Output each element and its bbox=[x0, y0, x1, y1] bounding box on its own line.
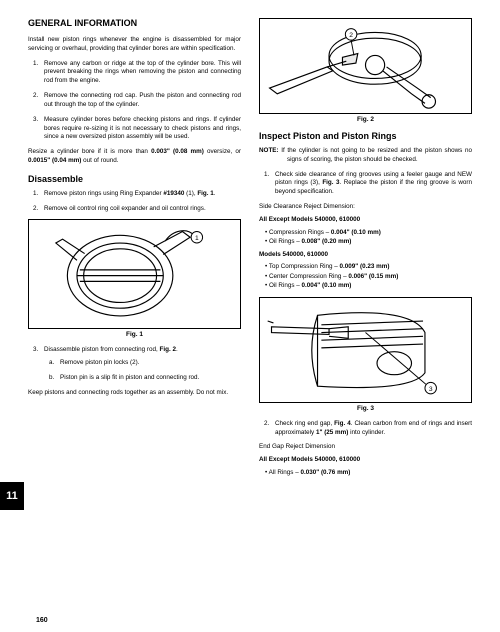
heading-general-info: GENERAL INFORMATION bbox=[28, 18, 241, 28]
figure-2-illustration: 2 bbox=[260, 19, 471, 111]
disassemble-steps: Remove piston rings using Ring Expander … bbox=[28, 190, 241, 214]
general-steps: Remove any carbon or ridge at the top of… bbox=[28, 60, 241, 143]
inspect-steps: Check side clearance of ring grooves usi… bbox=[259, 171, 472, 197]
text: Resize a cylinder bore if it is more tha… bbox=[28, 148, 151, 155]
group-b-title: Models 540000, 610000 bbox=[259, 251, 472, 260]
spec-item: Oil Rings – 0.008" (0.20 mm) bbox=[265, 237, 472, 246]
figure-2: 2 bbox=[259, 18, 472, 114]
text: . bbox=[176, 346, 178, 353]
page-number: 160 bbox=[36, 617, 48, 624]
svg-text:3: 3 bbox=[429, 386, 433, 393]
inspect-steps-cont: Check ring end gap, Fig. 4. Clean carbon… bbox=[259, 420, 472, 438]
list-item: Disassemble piston from connecting rod, … bbox=[40, 346, 241, 382]
keep-note: Keep pistons and connecting rods togethe… bbox=[28, 389, 241, 398]
svg-text:2: 2 bbox=[349, 32, 353, 39]
spec-item: Top Compression Ring – 0.009" (0.23 mm) bbox=[265, 262, 472, 271]
svg-text:1: 1 bbox=[195, 236, 199, 243]
list-item: Check ring end gap, Fig. 4. Clean carbon… bbox=[271, 420, 472, 438]
resize-note: Resize a cylinder bore if it is more tha… bbox=[28, 148, 241, 166]
list-item: Remove piston rings using Ring Expander … bbox=[40, 190, 241, 199]
spec-value: 1" (25 mm) bbox=[316, 429, 348, 436]
list-item: Remove the connecting rod cap. Push the … bbox=[40, 92, 241, 110]
intro-paragraph: Install new piston rings whenever the en… bbox=[28, 36, 241, 54]
note: NOTE: If the cylinder is not going to be… bbox=[259, 147, 472, 165]
text: . bbox=[214, 190, 216, 197]
disassemble-steps-cont: Disassemble piston from connecting rod, … bbox=[28, 346, 241, 382]
text: (1), bbox=[184, 190, 197, 197]
list-item: Measure cylinder bores before checking p… bbox=[40, 116, 241, 142]
list-item: Remove any carbon or ridge at the top of… bbox=[40, 60, 241, 86]
heading-disassemble: Disassemble bbox=[28, 174, 241, 184]
text: out of round. bbox=[81, 157, 118, 164]
text: Disassemble piston from connecting rod, bbox=[44, 346, 160, 353]
note-body: If the cylinder is not going to be resiz… bbox=[279, 147, 472, 163]
side-clearance-label: Side Clearance Reject Dimension: bbox=[259, 203, 472, 212]
text: oversize, or bbox=[204, 148, 241, 155]
spec-item: Center Compression Ring – 0.006" (0.15 m… bbox=[265, 272, 472, 281]
text: Check ring end gap, bbox=[275, 420, 334, 427]
figure-1-illustration: 1 bbox=[29, 220, 240, 326]
figure-1-caption: Fig. 1 bbox=[28, 331, 241, 338]
spec-item: All Rings – 0.030" (0.76 mm) bbox=[265, 468, 472, 477]
group-b-list: Top Compression Ring – 0.009" (0.23 mm) … bbox=[259, 262, 472, 290]
spec-item: Oil Rings – 0.004" (0.10 mm) bbox=[265, 281, 472, 290]
part-number: #19340 bbox=[163, 190, 184, 197]
end-gap-label: End Gap Reject Dimension bbox=[259, 443, 472, 452]
right-column: 2 Fig. 2 Inspect Piston and Piston Rings… bbox=[259, 18, 472, 622]
list-item: Remove piston pin locks (2). bbox=[56, 359, 241, 368]
group-a-title: All Except Models 540000, 610000 bbox=[259, 216, 472, 225]
figure-3: 3 bbox=[259, 297, 472, 403]
chapter-tab: 11 bbox=[0, 482, 24, 510]
fig-ref: Fig. 4 bbox=[334, 420, 351, 427]
group-a-list: Compression Rings – 0.004" (0.10 mm) Oil… bbox=[259, 228, 472, 247]
spec-item: Compression Rings – 0.004" (0.10 mm) bbox=[265, 228, 472, 237]
sub-steps: Remove piston pin locks (2). Piston pin … bbox=[44, 359, 241, 383]
page-body: GENERAL INFORMATION Install new piston r… bbox=[0, 0, 500, 632]
figure-3-caption: Fig. 3 bbox=[259, 405, 472, 412]
text: Remove piston rings using Ring Expander bbox=[44, 190, 163, 197]
figure-3-illustration: 3 bbox=[260, 298, 471, 400]
figure-2-caption: Fig. 2 bbox=[259, 116, 472, 123]
list-item: Check side clearance of ring grooves usi… bbox=[271, 171, 472, 197]
text: into cylinder. bbox=[348, 429, 385, 436]
heading-inspect: Inspect Piston and Piston Rings bbox=[259, 131, 472, 141]
left-column: GENERAL INFORMATION Install new piston r… bbox=[28, 18, 241, 622]
figure-1: 1 bbox=[28, 219, 241, 329]
group-c-list: All Rings – 0.030" (0.76 mm) bbox=[259, 468, 472, 477]
fig-ref: Fig. 3 bbox=[322, 179, 339, 186]
note-label: NOTE: bbox=[259, 147, 279, 154]
fig-ref: Fig. 2 bbox=[160, 346, 176, 353]
spec-value: 0.0015" (0.04 mm) bbox=[28, 157, 81, 164]
spec-value: 0.003" (0.08 mm) bbox=[151, 148, 204, 155]
group-c-title: All Except Models 540000, 610000 bbox=[259, 456, 472, 465]
list-item: Remove oil control ring coil expander an… bbox=[40, 205, 241, 214]
list-item: Piston pin is a slip fit in piston and c… bbox=[56, 374, 241, 383]
fig-ref: Fig. 1 bbox=[197, 190, 213, 197]
